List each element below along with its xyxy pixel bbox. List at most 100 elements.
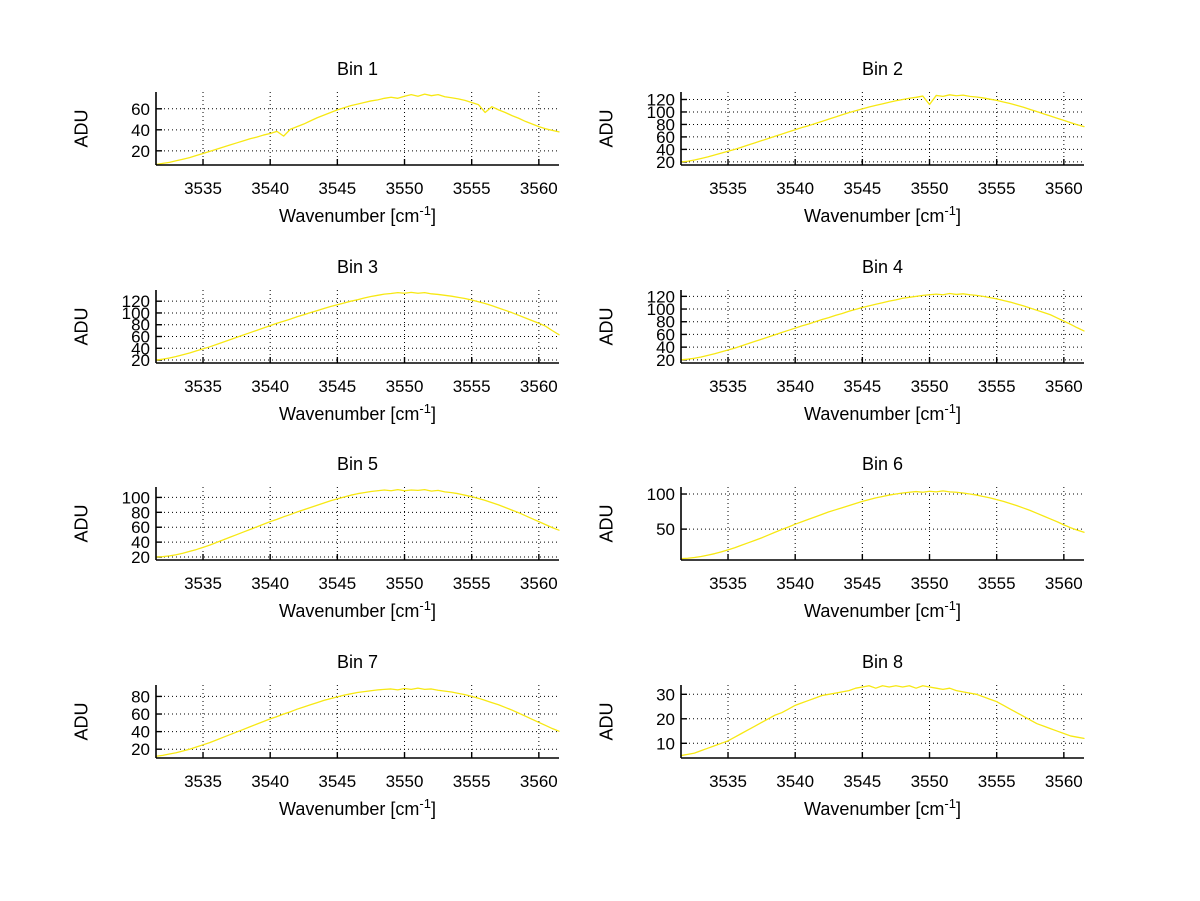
- subplot-bin-3: 3535 3540 3545 3550 3555 3560 20 40 60 80 100 120 B…: [60, 243, 585, 441]
- spectrum-curve: [680, 685, 1085, 757]
- y-tick-label: 20: [656, 351, 675, 370]
- x-tick-label: 3535: [709, 377, 747, 396]
- y-tick-label: 80: [131, 316, 150, 335]
- y-tick-label: 100: [647, 300, 675, 319]
- y-tick-label: 20: [131, 740, 150, 759]
- plot-area-bin-8: 3535 3540 3545 3550 3555 3560 10 20 30: [656, 685, 1085, 791]
- spectrum-curve: [155, 291, 560, 361]
- subplot-bin-6: 3535 3540 3545 3550 3555 3560 50 100 Bin 6 ADU …: [585, 440, 1110, 638]
- y-tick-label: 50: [656, 520, 675, 539]
- x-tick-label: 3555: [978, 179, 1016, 198]
- x-tick-label: 3545: [843, 772, 881, 791]
- x-axis-label: Wavenumber [cm-1]: [279, 598, 436, 621]
- subplot-title: Bin 1: [336, 59, 379, 79]
- y-tick-label: 30: [656, 685, 675, 704]
- y-tick-label: 100: [122, 488, 150, 507]
- y-axis-label: ADU: [596, 307, 617, 346]
- y-tick-label: 40: [656, 338, 675, 357]
- y-axis-label: ADU: [71, 109, 92, 148]
- x-tick-label: 3555: [453, 772, 491, 791]
- subplot-title: Bin 8: [861, 652, 904, 672]
- x-axis-label: Wavenumber [cm-1]: [804, 401, 961, 424]
- x-tick-label: 3535: [184, 179, 222, 198]
- x-tick-label: 3540: [251, 574, 289, 593]
- y-tick-label: 60: [656, 325, 675, 344]
- y-tick-label: 40: [656, 140, 675, 159]
- x-tick-label: 3545: [843, 377, 881, 396]
- x-tick-label: 3540: [251, 377, 289, 396]
- x-tick-label: 3560: [520, 179, 558, 198]
- y-tick-label: 20: [656, 710, 675, 729]
- spectrum-curve: [680, 292, 1085, 361]
- x-tick-label: 3535: [184, 377, 222, 396]
- y-tick-label: 120: [122, 292, 150, 311]
- y-axis-label: ADU: [596, 504, 617, 543]
- subplot-title: Bin 3: [336, 257, 379, 277]
- y-tick-label: 60: [131, 328, 150, 347]
- x-tick-label: 3545: [843, 574, 881, 593]
- x-axis-label: Wavenumber [cm-1]: [804, 203, 961, 226]
- x-tick-label: 3540: [776, 772, 814, 791]
- y-tick-label: 120: [647, 90, 675, 109]
- y-tick-label: 40: [131, 723, 150, 742]
- y-tick-label: 40: [131, 121, 150, 140]
- x-tick-label: 3540: [776, 377, 814, 396]
- x-tick-label: 3560: [1045, 179, 1083, 198]
- x-tick-label: 3550: [911, 574, 949, 593]
- x-tick-label: 3550: [386, 574, 424, 593]
- y-tick-label: 100: [647, 103, 675, 122]
- x-tick-label: 3550: [911, 179, 949, 198]
- y-tick-label: 60: [131, 518, 150, 537]
- x-tick-label: 3560: [520, 772, 558, 791]
- x-axis-label: Wavenumber [cm-1]: [279, 796, 436, 819]
- x-tick-label: 3560: [520, 377, 558, 396]
- spectrum-curve: [155, 488, 560, 558]
- x-tick-label: 3535: [184, 574, 222, 593]
- x-axis-label: Wavenumber [cm-1]: [804, 796, 961, 819]
- y-tick-label: 80: [656, 313, 675, 332]
- plot-area-bin-6: 3535 3540 3545 3550 3555 3560 50 100: [647, 485, 1085, 593]
- x-tick-label: 3545: [318, 574, 356, 593]
- y-tick-label: 80: [131, 687, 150, 706]
- subplot-bin-8: 3535 3540 3545 3550 3555 3560 10 20 30 Bin 8 ADU…: [585, 638, 1110, 836]
- spectrum-curve: [155, 93, 560, 166]
- subplot-title: Bin 4: [861, 257, 904, 277]
- x-tick-label: 3540: [251, 179, 289, 198]
- x-axis-label: Wavenumber [cm-1]: [804, 598, 961, 621]
- spectrum-curve: [680, 490, 1085, 560]
- x-tick-label: 3540: [776, 574, 814, 593]
- x-tick-label: 3555: [978, 574, 1016, 593]
- x-tick-label: 3535: [709, 179, 747, 198]
- x-tick-label: 3550: [386, 179, 424, 198]
- x-tick-label: 3545: [318, 377, 356, 396]
- x-tick-label: 3550: [911, 772, 949, 791]
- y-tick-label: 20: [131, 548, 150, 567]
- x-tick-label: 3540: [776, 179, 814, 198]
- y-tick-label: 20: [656, 153, 675, 172]
- x-tick-label: 3535: [709, 574, 747, 593]
- x-axis-label: Wavenumber [cm-1]: [279, 401, 436, 424]
- y-tick-label: 60: [656, 128, 675, 147]
- y-tick-label: 10: [656, 734, 675, 753]
- x-tick-label: 3560: [1045, 574, 1083, 593]
- spectrum-curve: [155, 687, 560, 757]
- subplot-bin-2: 3535 3540 3545 3550 3555 3560 20 40 60 80 100 120 B…: [585, 45, 1110, 243]
- x-tick-label: 3560: [1045, 377, 1083, 396]
- y-tick-label: 20: [131, 351, 150, 370]
- subplot-bin-4: 3535 3540 3545 3550 3555 3560 20 40 60 80 100 120 B…: [585, 243, 1110, 441]
- plot-area-bin-1: 3535 3540 3545 3550 3555 3560 20 40 60: [131, 92, 560, 198]
- x-tick-label: 3550: [386, 772, 424, 791]
- x-tick-label: 3545: [318, 772, 356, 791]
- spectrum-curve: [680, 94, 1085, 163]
- y-tick-label: 20: [131, 142, 150, 161]
- y-tick-label: 40: [131, 339, 150, 358]
- subplot-title: Bin 5: [336, 454, 379, 474]
- y-tick-label: 120: [647, 287, 675, 306]
- x-tick-label: 3545: [318, 179, 356, 198]
- y-axis-label: ADU: [71, 702, 92, 741]
- y-tick-label: 100: [122, 304, 150, 323]
